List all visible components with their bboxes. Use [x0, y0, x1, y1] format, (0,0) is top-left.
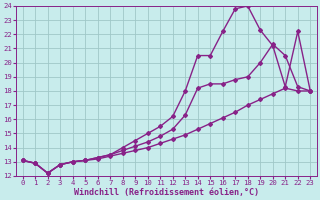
X-axis label: Windchill (Refroidissement éolien,°C): Windchill (Refroidissement éolien,°C): [74, 188, 259, 197]
